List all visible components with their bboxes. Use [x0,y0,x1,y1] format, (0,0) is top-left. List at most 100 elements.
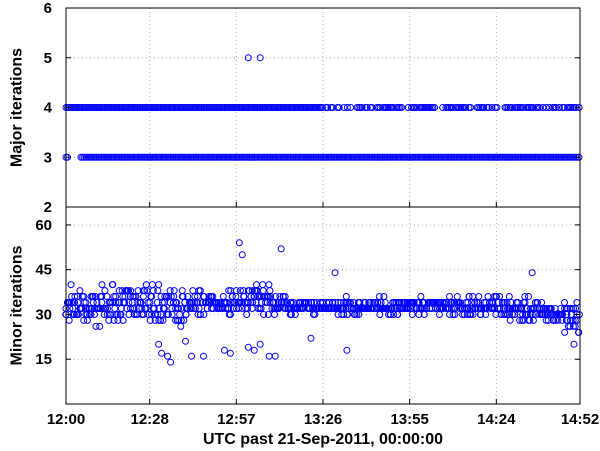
minor-point-191 [175,316,183,324]
minor-point-38 [83,305,91,312]
minor-point-779 [526,316,534,324]
minor-point-512 [366,299,374,306]
minor-point-868 [220,346,228,354]
minor-point-293 [236,287,244,295]
minor-point-57 [96,322,104,330]
minor-point-200 [180,316,188,324]
xtick-label-1: 12:28 [130,411,168,428]
minor-point-467 [340,311,348,318]
minor-point-242 [205,293,213,300]
minor-point-344 [267,293,275,300]
minor-point-827 [555,311,563,318]
minor-iterations-y-axis-label: Minor iterations [9,245,26,365]
minor-point-878 [307,334,315,342]
minor-point-865 [182,337,189,345]
minor-point-28 [78,305,86,312]
minor-point-26 [76,287,84,295]
minor-point-275 [225,287,233,295]
minor-point-217 [191,293,199,300]
major-point-225 [488,104,496,111]
minor-point-47 [88,293,96,300]
xtick-label-0: 12:00 [47,411,85,428]
minor-point-881 [528,269,536,277]
major-ytick-label-1: 3 [44,149,52,166]
minor-point-154 [153,299,161,306]
minor-point-225 [196,287,204,295]
minor-point-871 [238,251,246,259]
minor-point-882 [570,340,578,348]
minor-point-276 [226,311,234,318]
minor-point-163 [158,299,166,306]
major-iterations-y-axis-label: Major iterations [9,48,26,167]
minor-point-644 [446,293,453,300]
minor-point-650 [449,311,457,318]
minor-point-602 [421,305,428,312]
xtick-label-4: 13:55 [390,411,428,428]
minor-point-727 [496,293,504,300]
minor-point-692 [475,293,483,300]
minor-point-307 [244,299,252,306]
major-point-203 [439,104,447,111]
minor-point-172 [164,311,172,318]
minor-point-90 [115,299,123,306]
major-point-158 [324,104,332,111]
minor-point-351 [272,293,279,300]
minor-ytick-label-2: 45 [35,262,52,279]
minor-point-557 [394,311,401,318]
minor-point-862 [158,349,166,357]
minor-point-879 [331,269,339,277]
major-iterations-marks [62,54,583,161]
minor-point-120 [134,287,142,295]
minor-point-232 [200,311,208,318]
minor-point-876 [271,352,279,360]
minor-point-449 [329,299,337,306]
major-point-202 [431,104,438,111]
xtick-label-6: 14:52 [561,411,599,428]
major-point-156 [318,104,326,111]
minor-point-870 [235,239,243,247]
minor-point-783 [529,316,537,324]
major-point-165 [347,104,355,111]
minor-point-860 [575,328,583,336]
minor-point-44 [87,311,95,318]
major-point-222 [480,104,488,111]
minor-point-745 [506,316,514,324]
minor-point-880 [343,346,351,354]
major-point-249 [546,104,553,111]
minor-point-94 [117,311,125,318]
minor-point-867 [200,352,207,360]
minor-point-380 [287,311,295,318]
major-point-215 [462,104,470,111]
minor-point-109 [127,287,134,295]
minor-point-581 [408,311,416,318]
major-point-224 [485,104,493,111]
major-point-208 [449,104,456,111]
major-point-164 [343,104,351,111]
minor-point-851 [570,305,578,312]
minor-point-861 [155,340,163,348]
minor-point-328 [257,305,265,312]
xtick-label-5: 14:24 [477,411,516,428]
major-point-176 [376,104,384,111]
major-point-192 [412,104,420,111]
minor-point-869 [226,349,234,357]
minor-point-17 [70,311,78,318]
minor-point-30 [80,316,88,324]
minor-iterations-y-ticks: 15 30 45 60 [35,217,580,368]
major-ytick-label-0: 2 [44,199,52,216]
major-point-255 [560,104,568,111]
minor-point-676 [465,293,473,300]
minor-ytick-label-0: 15 [35,351,52,368]
minor-iterations-marks [62,239,583,366]
minor-point-296 [238,305,246,312]
minor-point-767 [519,311,527,318]
major-point-232 [508,104,516,111]
minor-ytick-label-1: 30 [35,306,52,323]
minor-point-83 [110,316,118,324]
minor-point-443 [326,305,333,312]
minor-point-149 [149,287,157,295]
minor-point-156 [155,281,163,289]
major-point-173 [368,104,376,111]
